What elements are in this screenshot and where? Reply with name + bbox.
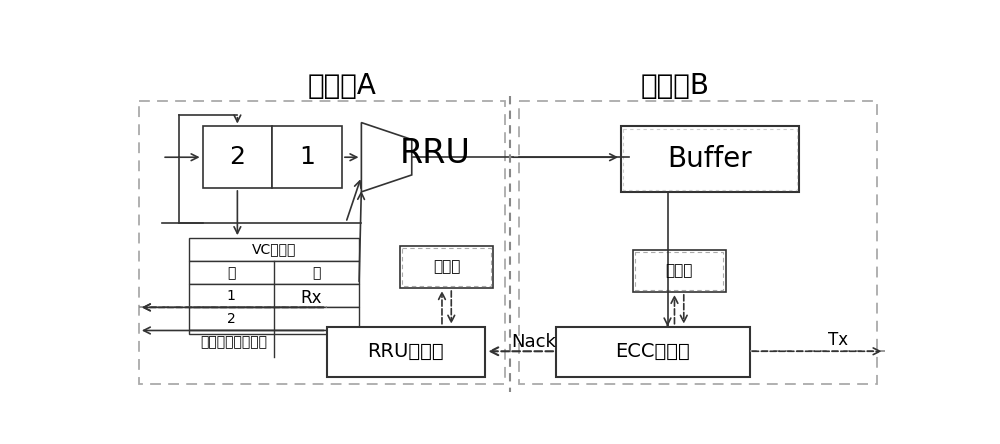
Text: RRU: RRU [400,137,470,170]
Bar [189,330,359,334]
Text: RRU控制器: RRU控制器 [367,342,444,361]
Bar [272,127,342,188]
Bar [202,127,272,188]
Text: 计数器: 计数器 [433,259,460,274]
Text: 路由器B: 路由器B [641,71,710,99]
Text: ECC控制器: ECC控制器 [615,342,690,361]
Text: 删除重传数据信号: 删除重传数据信号 [200,335,267,349]
Bar [621,127,799,192]
Bar [139,101,505,385]
Text: Tx: Tx [828,332,848,349]
Text: VC追踪表: VC追踪表 [252,242,296,257]
Text: 源: 源 [312,266,321,280]
Text: Rx: Rx [300,289,322,307]
Text: Nack: Nack [511,333,556,351]
Text: 2: 2 [229,145,245,169]
Bar [635,252,723,289]
Bar [633,250,726,292]
Bar [189,238,359,261]
Text: 1: 1 [299,145,315,169]
Text: 1: 1 [227,289,236,303]
Bar [519,101,877,385]
Bar [189,261,359,284]
Bar [623,129,797,190]
Text: 槽: 槽 [227,266,235,280]
Bar [400,246,493,288]
Text: 计数器: 计数器 [665,263,693,278]
Bar [326,327,485,377]
Text: 2: 2 [227,312,236,326]
Polygon shape [361,123,412,192]
Bar [189,307,359,330]
Text: 路由器A: 路由器A [308,71,376,99]
Bar [556,327,750,377]
Text: Buffer: Buffer [668,145,753,173]
Bar [189,284,359,307]
Bar [402,248,491,286]
